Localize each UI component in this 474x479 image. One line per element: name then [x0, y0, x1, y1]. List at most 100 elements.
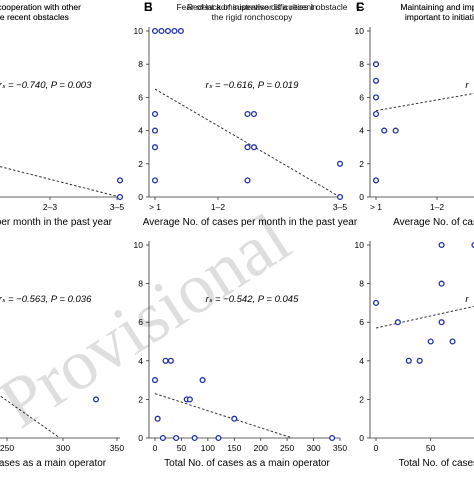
data-point: [336, 193, 344, 201]
data-point: [250, 110, 258, 118]
panel-c: C Maintaining and improvingimportant to i…: [355, 0, 474, 228]
data-point: [151, 177, 159, 184]
panel-title-line: Maintaining and improving: [400, 2, 474, 12]
y-tick-label: 0: [359, 433, 364, 443]
x-tick-label: 300: [306, 443, 320, 453]
panel-d: Dce or non-cooperation with otherment ar…: [0, 2, 124, 469]
trend-line: [0, 166, 121, 198]
panel-a: Ace or non-cooperation with otherment ar…: [0, 2, 124, 228]
y-tick-label: 10: [355, 240, 365, 250]
data-point: [244, 177, 251, 184]
data-point: [372, 94, 380, 101]
data-point: [381, 127, 388, 134]
data-point: [159, 434, 166, 442]
x-axis-label: cases as a main operator: [0, 458, 107, 469]
data-point: [405, 357, 412, 364]
trend-line: [375, 305, 474, 329]
y-tick-label: 6: [359, 317, 364, 327]
x-tick-label: 3–5: [333, 202, 347, 212]
data-point: [244, 144, 251, 151]
data-point: [329, 434, 336, 442]
y-tick-label: 0: [138, 433, 143, 443]
panel-letter: F: [356, 0, 363, 14]
y-tick-label: 2: [138, 159, 143, 169]
data-point: [116, 193, 124, 201]
data-point: [151, 110, 159, 118]
x-tick-label: 250: [280, 443, 294, 453]
panel-title-line: important to initiating rig: [405, 12, 474, 22]
data-point: [372, 61, 380, 68]
trend-line: [375, 92, 474, 112]
y-tick-label: 10: [355, 26, 365, 36]
x-tick-label: 250: [0, 443, 14, 453]
correlation-stat: rₛ = −0.616, P = 0.019: [206, 80, 299, 91]
x-tick-label: 350: [110, 443, 124, 453]
data-point: [392, 127, 399, 134]
panel-title-line: important to initiating rig: [405, 12, 474, 22]
y-tick-label: 4: [138, 126, 143, 136]
panel-title-line: ce or non-cooperation with other: [0, 2, 81, 12]
x-tick-label: 0: [153, 443, 158, 453]
data-point: [231, 415, 238, 422]
data-point: [191, 434, 198, 442]
y-tick-label: 2: [359, 159, 364, 169]
data-point: [92, 396, 100, 403]
y-tick-label: 10: [134, 240, 144, 250]
data-point: [250, 144, 258, 151]
data-point: [162, 357, 169, 364]
panel-title-line: the rigid ronchoscopy: [212, 12, 294, 22]
correlation-stat: rₛ = −0.542, P = 0.045: [206, 294, 299, 305]
panel-letter: C: [356, 0, 365, 14]
data-point: [154, 415, 161, 422]
watermark: Provisional: [0, 198, 304, 444]
panel-letter: E: [144, 0, 152, 14]
correlation-stat: r: [465, 80, 469, 91]
data-point: [177, 27, 184, 35]
y-tick-label: 6: [138, 92, 143, 102]
x-tick-label: 50: [426, 443, 436, 453]
y-tick-label: 0: [359, 192, 364, 202]
x-tick-label: 1–2: [430, 202, 444, 212]
panel-title-line: Recent administrative difficulties in: [187, 2, 318, 12]
y-tick-label: 8: [138, 59, 143, 69]
data-point: [167, 357, 174, 364]
data-point: [394, 319, 401, 326]
data-point: [186, 396, 193, 403]
y-tick-label: 6: [138, 317, 143, 327]
panel-f: F Maintaining and improvingimportant to i…: [355, 0, 474, 469]
y-tick-label: 0: [138, 192, 143, 202]
panel-title-line: ce or non-cooperation with other: [0, 2, 81, 12]
x-axis-label: Average No. of cases per month in the pa…: [143, 217, 358, 228]
x-tick-label: 3–5: [110, 202, 124, 212]
x-tick-label: 200: [254, 443, 268, 453]
data-point: [151, 27, 159, 35]
data-point: [372, 177, 380, 184]
panel-letter: B: [144, 0, 153, 14]
data-point: [372, 77, 380, 84]
data-point: [372, 110, 380, 118]
data-point: [151, 127, 159, 134]
data-point: [164, 27, 172, 35]
data-point: [438, 241, 445, 249]
data-point: [171, 27, 178, 35]
y-tick-label: 10: [134, 26, 144, 36]
x-tick-label: 350: [333, 443, 347, 453]
y-tick-label: 4: [138, 356, 143, 366]
x-tick-label: 1–2: [211, 202, 225, 212]
y-tick-label: 8: [359, 279, 364, 289]
x-axis-label: Total No. of cases as a main operator: [164, 458, 330, 469]
x-tick-label: > 1: [149, 202, 161, 212]
data-point: [158, 27, 165, 35]
data-point: [427, 338, 434, 345]
x-tick-label: > 1: [370, 202, 382, 212]
y-tick-label: 2: [359, 394, 364, 404]
x-tick-label: 150: [227, 443, 241, 453]
data-point: [336, 160, 344, 167]
panel-title-line: ment are recent obstacles: [0, 12, 69, 22]
data-point: [173, 434, 180, 442]
x-axis-label: s per month in the past year: [0, 217, 113, 228]
x-tick-label: 0: [374, 443, 379, 453]
y-tick-label: 4: [359, 356, 364, 366]
data-point: [449, 338, 456, 345]
